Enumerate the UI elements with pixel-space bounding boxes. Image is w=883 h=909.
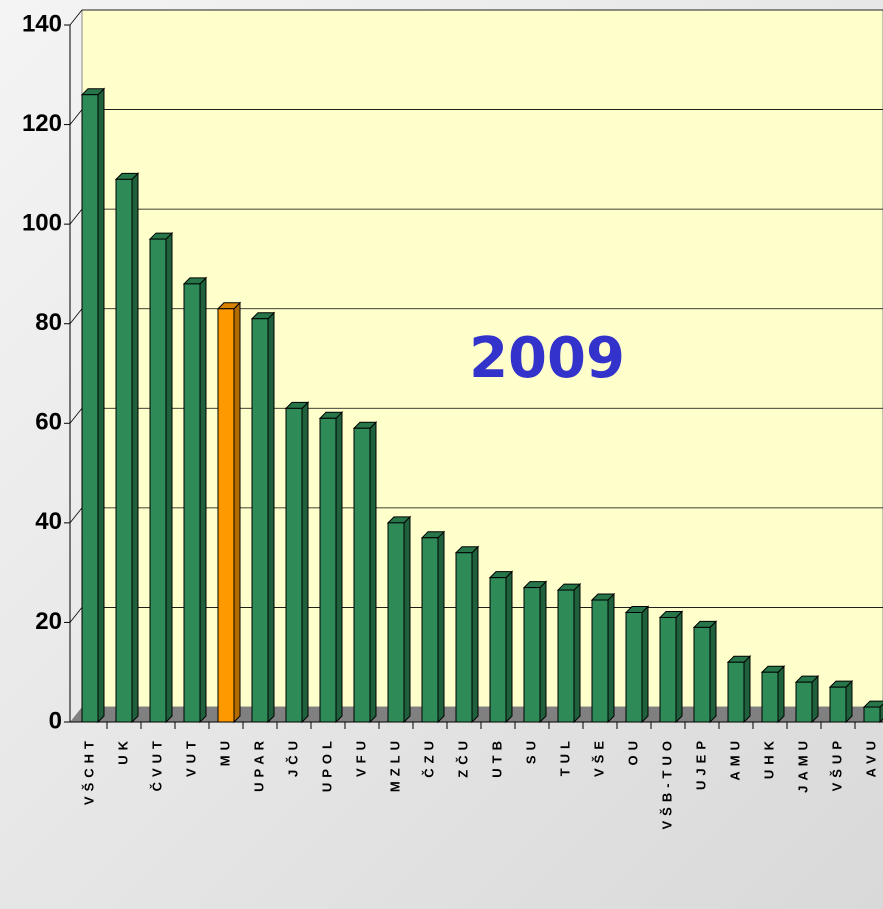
- x-tick-label: VŠCHT: [81, 736, 96, 805]
- bar-side: [811, 674, 819, 724]
- x-tick-label: VŠB-TUO: [659, 736, 674, 830]
- x-tick-label: MU: [217, 736, 232, 766]
- bar: [319, 417, 337, 723]
- x-tick-label: VFU: [353, 736, 368, 777]
- y-tick-label: 0: [49, 707, 62, 734]
- grid-line: [69, 408, 83, 424]
- bar-side: [505, 570, 513, 724]
- bar: [285, 407, 303, 723]
- bar: [455, 552, 473, 723]
- bar-side: [675, 610, 683, 724]
- bar: [251, 318, 269, 723]
- bar: [489, 577, 507, 723]
- bar: [115, 178, 133, 723]
- bar-side: [131, 172, 139, 724]
- bar: [353, 427, 371, 723]
- x-tick-label: JAMU: [795, 736, 810, 793]
- x-tick-label: JČU: [285, 736, 300, 777]
- bar: [591, 599, 609, 723]
- grid-line: [69, 208, 83, 225]
- bar: [387, 522, 405, 723]
- x-tick-label: VUT: [183, 736, 198, 777]
- bar-side: [437, 530, 445, 724]
- bar-side: [471, 545, 479, 724]
- x-tick-label: VŠE: [591, 736, 606, 777]
- x-tick-label: UHK: [761, 736, 776, 779]
- y-tick-label: 40: [35, 508, 62, 535]
- bar-side: [97, 87, 105, 724]
- bar: [523, 587, 541, 723]
- annotation: 2009: [469, 326, 625, 391]
- bar-side: [607, 592, 615, 724]
- x-tick-label: AMU: [727, 736, 742, 781]
- bar: [761, 671, 779, 723]
- bar-side: [709, 620, 717, 724]
- y-tick-label: 60: [35, 409, 62, 436]
- x-tick-label: UTB: [489, 736, 504, 778]
- x-tick-label: SU: [523, 736, 538, 764]
- x-tick-label: ZČU: [455, 736, 470, 778]
- bar: [829, 686, 847, 723]
- bar: [727, 661, 745, 723]
- x-tick-label: UPOL: [319, 736, 334, 792]
- grid-line: [69, 308, 83, 324]
- bar-side: [403, 515, 411, 724]
- bar-side: [539, 580, 547, 724]
- y-tick-label: 140: [22, 10, 62, 37]
- bar: [217, 308, 235, 723]
- bar-side: [199, 276, 207, 724]
- bar-side: [335, 411, 343, 724]
- x-tick-label: ČVUT: [149, 736, 164, 791]
- bar-side: [165, 231, 173, 724]
- x-tick-label: OU: [625, 736, 640, 766]
- bar-side: [777, 665, 785, 724]
- bar: [625, 611, 643, 723]
- bar: [693, 626, 711, 723]
- grid-line: [69, 109, 83, 125]
- x-tick-label: TUL: [557, 736, 572, 776]
- bar: [795, 681, 813, 723]
- x-tick-label: UPAR: [251, 736, 266, 792]
- bar-side: [301, 401, 309, 724]
- bar-side: [573, 582, 581, 724]
- bar: [183, 283, 201, 723]
- bar-side: [233, 301, 241, 724]
- x-tick-label: AVU: [863, 736, 878, 777]
- grid-line: [69, 507, 83, 524]
- bar: [557, 589, 575, 723]
- bar: [149, 238, 167, 723]
- y-tick-label: 80: [35, 309, 62, 336]
- x-tick-label: UJEP: [693, 736, 708, 790]
- bar: [659, 616, 677, 723]
- bar: [863, 706, 881, 723]
- bar: [81, 94, 99, 723]
- x-tick-label: MZLU: [387, 736, 402, 792]
- x-tick-label: UK: [115, 736, 130, 765]
- grid-line: [69, 607, 83, 623]
- y-tick-label: 120: [22, 110, 62, 137]
- x-tick-label: ČZU: [421, 736, 436, 778]
- bar-side: [641, 605, 649, 724]
- bar-side: [267, 311, 275, 724]
- bar-side: [369, 421, 377, 724]
- bar-side: [845, 679, 853, 724]
- bar-side: [743, 655, 751, 724]
- y-tick-label: 100: [22, 209, 62, 236]
- x-tick-label: VŠUP: [829, 736, 844, 791]
- y-tick-label: 20: [35, 608, 62, 635]
- grid-line: [69, 9, 83, 26]
- bar: [421, 537, 439, 723]
